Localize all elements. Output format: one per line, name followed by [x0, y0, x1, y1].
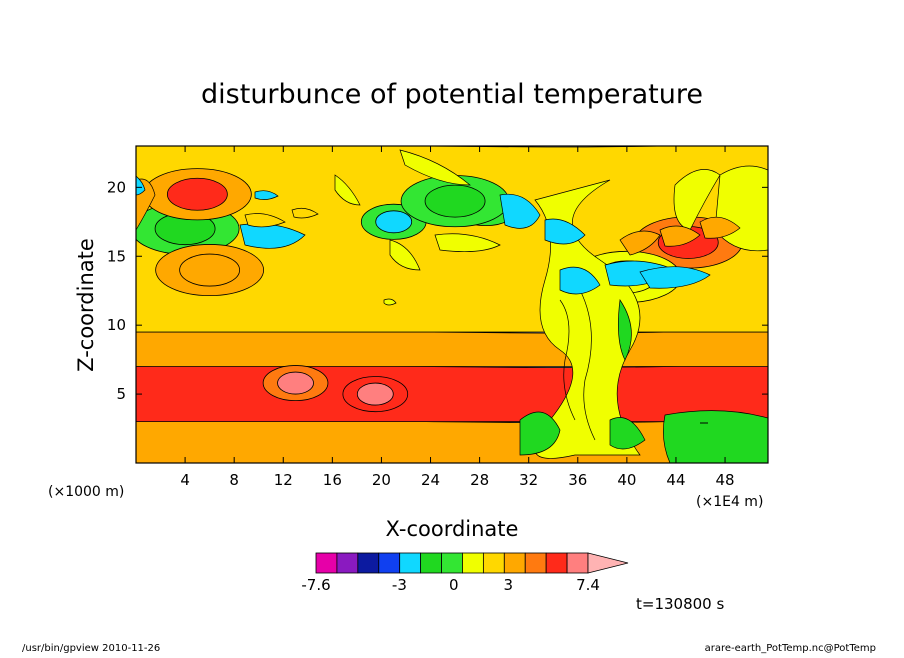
colorbar-swatch [336, 552, 359, 574]
x-tick-label: 4 [180, 471, 190, 489]
feature-5 [375, 210, 413, 234]
colorbar-tick-label: 0 [449, 576, 459, 594]
x-unit-left: (×1000 m) [48, 484, 124, 500]
plot-frame [135, 145, 769, 464]
x-tick-label: 8 [229, 471, 239, 489]
y-tick-label: 10 [107, 316, 126, 334]
texture-layer [136, 149, 768, 463]
x-axis-label: X-coordinate [386, 517, 519, 541]
x-tick-label: 40 [617, 471, 636, 489]
feature-2 [179, 253, 241, 287]
y-axis: 5 10 15 20 [107, 178, 768, 403]
colorbar-swatch [566, 552, 589, 574]
x-tick-label: 20 [372, 471, 391, 489]
y-tick-label: 20 [107, 178, 126, 196]
colorbar-swatch [378, 552, 401, 574]
x-tick-label: 28 [470, 471, 489, 489]
band-2 [136, 327, 768, 367]
colorbar-swatch [482, 552, 505, 574]
colorbar-tick-label: -3 [392, 576, 407, 594]
chart-title: disturbunce of potential temperature [201, 79, 703, 110]
colorbar-swatch [462, 552, 484, 574]
colorbar-swatch [357, 552, 380, 574]
x-tick-label: 24 [421, 471, 440, 489]
feature-7 [424, 184, 486, 218]
x-tick-label: 32 [519, 471, 538, 489]
colorbar-swatch [315, 552, 338, 574]
time-label: t=130800 s [636, 595, 724, 613]
colorbar-tick-label: -7.6 [301, 576, 330, 594]
colorbar-extend-arrow [587, 552, 629, 574]
colorbar: -7.6 -3 0 3 7.4 [301, 552, 629, 594]
y-axis-label: Z-coordinate [74, 238, 98, 372]
x-tick-label: 16 [323, 471, 342, 489]
colorbar-swatch [420, 552, 442, 574]
footer-left: /usr/bin/gpview 2010-11-26 [22, 643, 160, 654]
y-tick-label: 15 [107, 247, 126, 265]
feature-1 [166, 177, 228, 211]
x-tick-label: 44 [666, 471, 685, 489]
y-tick-label: 5 [116, 385, 126, 403]
x-tick-label: 12 [274, 471, 293, 489]
x-tick-label: 48 [716, 471, 735, 489]
colorbar-tick-label: 7.4 [576, 576, 600, 594]
x-tick-label: 36 [568, 471, 587, 489]
colorbar-swatch [503, 552, 526, 574]
x-axis: 4 8 12 16 20 24 28 32 36 40 44 48 [180, 146, 735, 489]
colorbar-tick-label: 3 [503, 576, 513, 594]
colorbar-swatch [399, 552, 422, 574]
band-1 [136, 362, 768, 423]
feature-3 [277, 371, 314, 395]
x-unit-right: (×1E4 m) [696, 494, 763, 510]
feature-4 [356, 382, 394, 406]
footer-right: arare-earth_PotTemp.nc@PotTemp [705, 643, 876, 654]
colorbar-swatch [441, 552, 463, 574]
colorbar-swatch [524, 552, 547, 574]
colorbar-swatch [545, 552, 568, 574]
